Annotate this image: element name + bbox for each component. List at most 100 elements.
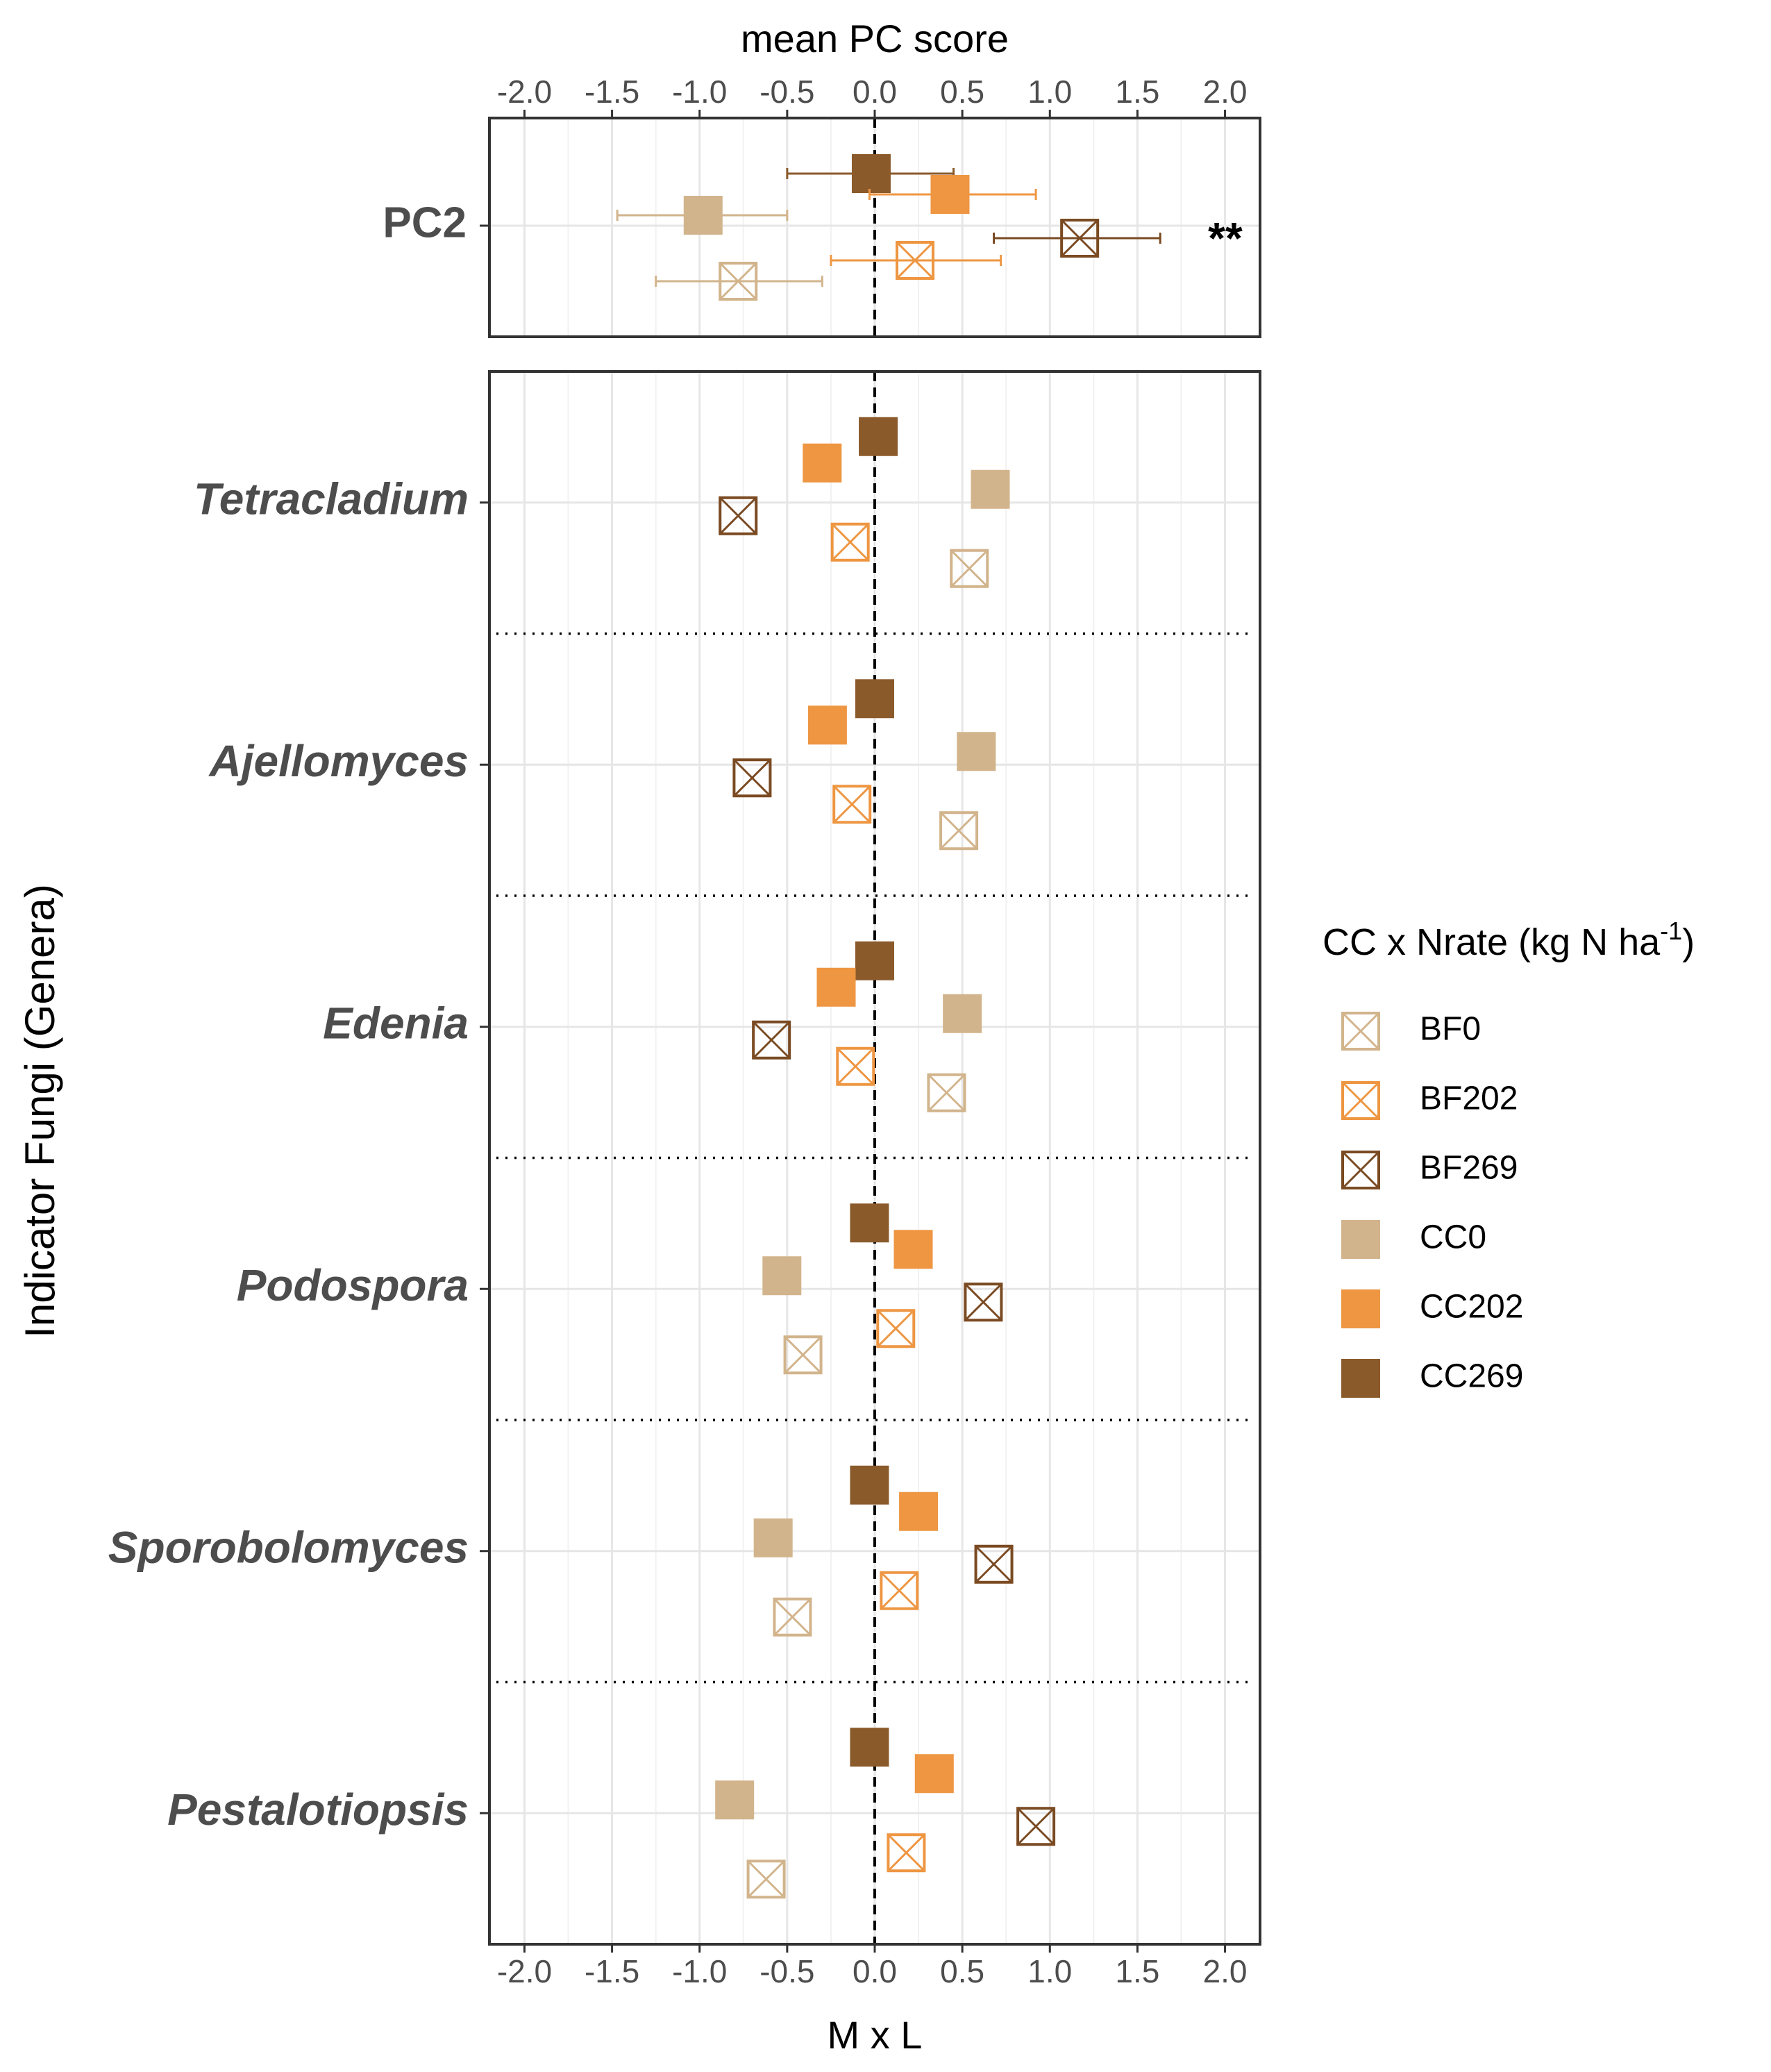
pc2-point-cc202-filled-square	[930, 175, 970, 214]
crossed-box-outline	[974, 1544, 1014, 1584]
x-tick-label-bottom: 1.5	[1115, 1953, 1159, 1989]
crossed-box-diagonal	[964, 1283, 1002, 1321]
legend-key-bf269-crossed-box	[1341, 1151, 1380, 1189]
crossed-box-outline	[1341, 1081, 1380, 1120]
genus-point-bf269-crossed-box	[732, 758, 772, 798]
top-axis-title: mean PC score	[741, 17, 1009, 60]
crossed-box-outline	[880, 1571, 919, 1610]
legend-key-bf202-crossed-box	[1341, 1081, 1380, 1120]
genus-label: Tetracladium	[194, 474, 469, 524]
crossed-box-outline	[1016, 1807, 1056, 1846]
crossed-box-diagonal	[896, 241, 934, 280]
genus-point-bf0-crossed-box	[939, 811, 979, 851]
y-axis-title: Indicator Fungi (Genera)	[17, 884, 63, 1338]
bottom-axis-title: M x L	[828, 2013, 923, 2057]
crossed-box-outline	[832, 785, 872, 824]
crossed-box-diagonal	[928, 1073, 966, 1112]
genus-point-cc0-filled-square	[943, 994, 982, 1033]
text-layer: ** PC2 Tetracladium Ajellomyces Edenia Podosp…	[17, 17, 1248, 2057]
crossed-box-outline	[950, 549, 989, 588]
genus-point-cc269-filled-square	[850, 1465, 889, 1505]
legend-item-label: BF269	[1420, 1150, 1518, 1187]
legend-item-label: CC0	[1420, 1219, 1486, 1256]
x-tick-label-bottom: 0.0	[853, 1953, 897, 1989]
genus-point-bf269-crossed-box	[719, 496, 758, 535]
crossed-box-diagonal	[747, 1860, 785, 1898]
crossed-box-outline	[939, 811, 979, 851]
crossed-box-diagonal	[880, 1571, 918, 1610]
genus-point-bf0-crossed-box	[773, 1597, 812, 1637]
pc2-point-cc269-filled-square	[851, 154, 891, 193]
crossed-box-diagonal	[831, 523, 869, 561]
crossed-box-outline	[830, 522, 870, 562]
legend-item-cc202: CC202	[1341, 1289, 1523, 1328]
pc2-point-bf202-crossed-box	[896, 241, 935, 280]
crossed-box-diagonal	[784, 1336, 822, 1374]
legend-key-cc269-filled-square	[1341, 1359, 1380, 1398]
legend-item-label: CC202	[1420, 1289, 1523, 1326]
crossed-box-outline	[927, 1073, 966, 1112]
genus-point-cc0-filled-square	[762, 1256, 802, 1296]
crossed-box-outline	[719, 496, 758, 535]
crossed-box-diagonal	[837, 1047, 875, 1085]
x-tick-label-bottom: -1.5	[585, 1953, 639, 1989]
crossed-box-diagonal	[833, 785, 871, 824]
legend-item-cc269: CC269	[1341, 1358, 1523, 1398]
crossed-box-diagonal	[940, 812, 978, 850]
genus-point-cc202-filled-square	[893, 1230, 933, 1269]
crossed-box-outline	[876, 1309, 916, 1348]
genus-label: Podospora	[237, 1260, 469, 1310]
genus-point-cc0-filled-square	[971, 469, 1010, 509]
x-tick-label-top: 1.5	[1115, 74, 1159, 110]
legend-title-superscript: -1	[1660, 917, 1682, 945]
genus-point-cc202-filled-square	[803, 443, 842, 483]
genus-point-bf202-crossed-box	[880, 1571, 919, 1610]
crossed-box-outline	[773, 1597, 812, 1637]
x-tick-label-top: 0.5	[940, 74, 984, 110]
crossed-box-diagonal	[719, 496, 757, 535]
genus-label: Pestalotiopsis	[167, 1785, 469, 1835]
crossed-box-outline	[1341, 1012, 1380, 1051]
genus-point-bf202-crossed-box	[876, 1309, 916, 1348]
genus-point-bf269-crossed-box	[752, 1020, 791, 1060]
genus-point-cc269-filled-square	[859, 417, 898, 456]
crossed-box-diagonal	[975, 1545, 1013, 1583]
x-tick-label-top: -2.0	[497, 74, 552, 110]
genus-point-bf0-crossed-box	[950, 549, 989, 588]
x-tick-label-bottom: 0.5	[940, 1953, 984, 1989]
legend-key-bf0-crossed-box	[1341, 1012, 1380, 1051]
genus-point-cc269-filled-square	[855, 679, 894, 719]
pc2-significance-label: **	[1208, 213, 1243, 263]
legend-item-bf0: BF0	[1341, 1011, 1481, 1051]
crossed-box-diagonal	[1341, 1012, 1380, 1051]
x-tick-label-top: 1.0	[1027, 74, 1072, 110]
genus-point-bf0-crossed-box	[927, 1073, 966, 1112]
crossed-box-outline	[836, 1046, 875, 1086]
crossed-box-diagonal	[1061, 219, 1099, 258]
x-tick-label-top: -0.5	[759, 74, 814, 110]
x-tick-label-top: -1.0	[672, 74, 727, 110]
genus-point-bf202-crossed-box	[836, 1046, 875, 1086]
crossed-box-diagonal	[1017, 1807, 1055, 1846]
x-tick-label-bottom: -0.5	[759, 1953, 814, 1989]
legend-item-label: BF0	[1420, 1011, 1481, 1048]
legend: CC x Nrate (kg N ha-1) BF0 BF202 BF269 CC0 C…	[1323, 917, 1695, 1398]
genus-point-bf269-crossed-box	[974, 1544, 1014, 1584]
legend-item-cc0: CC0	[1341, 1219, 1486, 1259]
pc2-label: PC2	[383, 199, 467, 247]
legend-key-cc202-filled-square	[1341, 1289, 1380, 1328]
legend-item-label: CC269	[1420, 1358, 1523, 1395]
legend-key-cc0-filled-square	[1341, 1220, 1380, 1259]
legend-item-bf269: BF269	[1341, 1150, 1518, 1189]
genus-point-cc0-filled-square	[715, 1780, 755, 1820]
x-tick-label-bottom: 2.0	[1203, 1953, 1248, 1989]
genus-point-cc202-filled-square	[807, 705, 847, 745]
crossed-box-outline	[887, 1833, 926, 1873]
x-tick-label-top: 0.0	[853, 74, 897, 110]
pc2-point-bf269-crossed-box	[1060, 219, 1100, 258]
crossed-box-diagonal	[733, 759, 771, 797]
x-tick-label-top: -1.5	[585, 74, 639, 110]
genus-point-bf0-crossed-box	[783, 1335, 823, 1375]
